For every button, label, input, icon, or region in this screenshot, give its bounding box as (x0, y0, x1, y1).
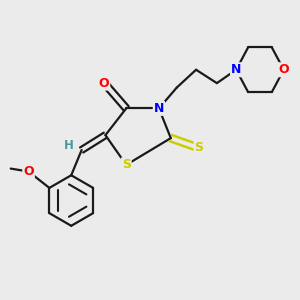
Text: O: O (99, 76, 109, 90)
Text: O: O (23, 165, 34, 178)
Text: N: N (231, 63, 242, 76)
Text: N: N (154, 102, 164, 115)
Text: H: H (64, 139, 74, 152)
Text: S: S (122, 158, 131, 171)
Text: O: O (278, 63, 289, 76)
Text: S: S (194, 140, 203, 154)
